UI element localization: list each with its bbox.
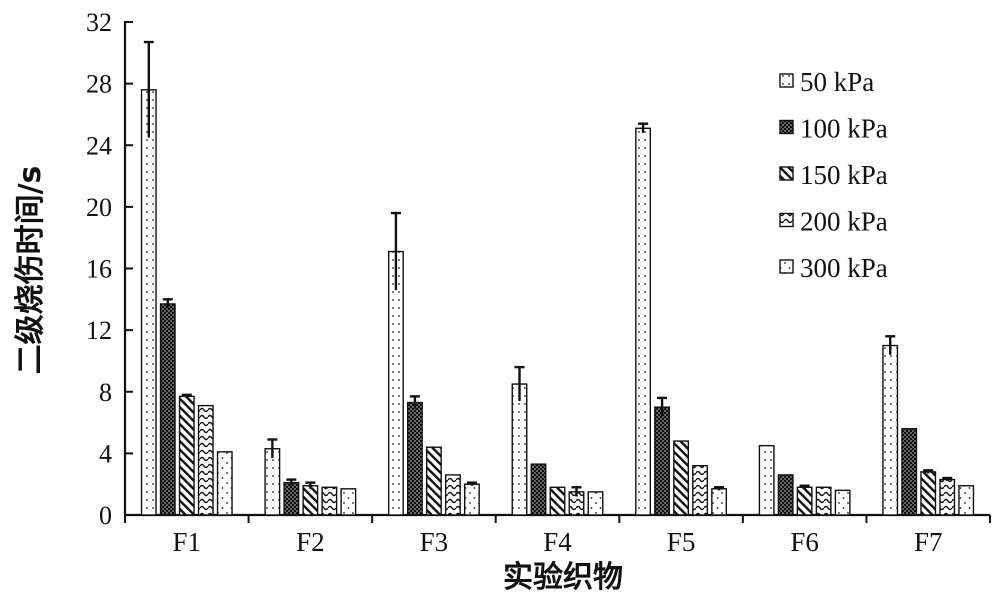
- bar-F7-50kPa: [882, 344, 899, 516]
- bar-F4-150kPa: [549, 486, 566, 516]
- bar-F6-150kPa: [796, 486, 813, 516]
- y-axis-title: 二级烧伤时间/s: [13, 166, 48, 375]
- bar-F7-200kPa: [939, 478, 956, 516]
- legend: 50 kPa 100 kPa 150 kPa 200 kPa 300 kPa: [779, 67, 888, 283]
- legend-label: 300 kPa: [800, 253, 888, 283]
- legend-swatch-300kPa: [779, 259, 794, 274]
- legend-label: 200 kPa: [800, 207, 888, 237]
- bar-F3-150kPa: [425, 446, 442, 516]
- bar-F2-150kPa: [302, 485, 319, 516]
- y-tick-label: 4: [99, 439, 112, 468]
- x-tick-label: F5: [667, 527, 696, 557]
- bar-F7-300kPa: [958, 485, 975, 516]
- bar-F2-100kPa: [283, 481, 300, 516]
- y-tick-label: 32: [86, 8, 112, 37]
- y-tick-label: 28: [86, 70, 112, 99]
- bar-F5-50kPa: [635, 127, 652, 516]
- legend-swatch-100kPa: [779, 119, 794, 135]
- bar-F6-100kPa: [777, 474, 794, 516]
- bar-F4-50kPa: [511, 383, 528, 516]
- bar-F1-300kPa: [216, 451, 233, 516]
- x-tick-label: F3: [420, 527, 449, 557]
- x-tick-label: F6: [790, 527, 819, 557]
- y-tick-label: 0: [99, 501, 112, 530]
- bar-F3-200kPa: [444, 474, 461, 516]
- bar-F4-100kPa: [530, 463, 547, 516]
- bar-F1-200kPa: [197, 404, 214, 516]
- bar-F1-150kPa: [178, 395, 195, 516]
- bar-F3-100kPa: [406, 401, 423, 516]
- bar-F1-100kPa: [159, 303, 176, 516]
- bar-F2-50kPa: [264, 448, 281, 516]
- bar-F7-150kPa: [920, 471, 937, 516]
- bar-F4-300kPa: [587, 491, 604, 516]
- bar-F5-200kPa: [692, 465, 709, 516]
- bar-F2-300kPa: [340, 488, 357, 516]
- y-tick-label: 12: [86, 316, 112, 345]
- y-tick-label: 24: [86, 131, 112, 160]
- x-tick-label: F4: [543, 527, 572, 557]
- bar-F3-50kPa: [387, 250, 404, 516]
- x-tick-label: F2: [296, 527, 325, 557]
- x-tick-label: F7: [914, 527, 943, 557]
- x-axis-title: 实验织物: [503, 560, 623, 595]
- y-tick-label: 16: [86, 255, 112, 284]
- x-tick-label: F1: [173, 527, 202, 557]
- y-tick-label: 8: [99, 378, 112, 407]
- bar-F6-50kPa: [758, 444, 775, 516]
- legend-label: 150 kPa: [800, 160, 888, 190]
- bar-F3-300kPa: [463, 483, 480, 516]
- y-tick-label: 20: [86, 193, 112, 222]
- legend-swatch-50kPa: [779, 73, 794, 88]
- legend-swatch-150kPa: [779, 166, 794, 181]
- legend-swatch-200kPa: [779, 212, 794, 228]
- bar-F5-300kPa: [711, 488, 728, 516]
- bar-F6-200kPa: [815, 486, 832, 516]
- bar-F5-100kPa: [654, 406, 671, 516]
- bar-F2-200kPa: [321, 486, 338, 516]
- legend-label: 100 kPa: [800, 114, 888, 144]
- bar-F1-50kPa: [140, 89, 157, 516]
- bar-F7-100kPa: [901, 428, 918, 516]
- legend-label: 50 kPa: [800, 67, 874, 97]
- bar-F6-300kPa: [834, 489, 851, 516]
- plot-area: 0 4 8 12 16 20 24 28 32 F1 F2 F3 F4 F5 F6 F7: [86, 8, 991, 557]
- bar-F5-150kPa: [673, 440, 690, 516]
